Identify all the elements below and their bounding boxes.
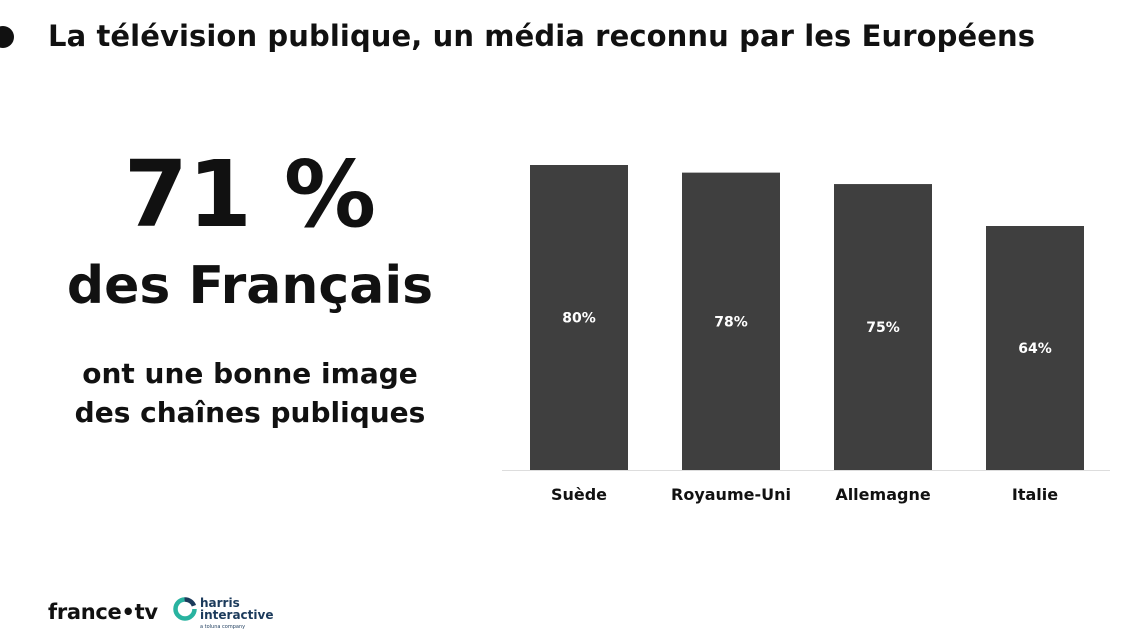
category-label-0: Suède	[551, 485, 607, 504]
france-tv-logo: france•tv	[48, 600, 158, 624]
key-figure-caption-line2: des chaînes publiques	[74, 396, 426, 429]
bars-layer	[530, 165, 1084, 470]
key-figure-panel: 71 % des Français ont une bonne image de…	[40, 140, 460, 432]
bar-1	[682, 172, 780, 470]
bar-value-label-1: 78%	[714, 314, 748, 330]
bar-0	[530, 165, 628, 470]
harris-ring-icon	[173, 597, 197, 621]
bar-3	[986, 226, 1084, 470]
harris-logo-line1: harris	[200, 596, 240, 610]
category-label-2: Allemagne	[835, 485, 931, 504]
bar-value-label-2: 75%	[866, 320, 900, 336]
key-figure-percent: 71 %	[123, 141, 377, 248]
slide-title: La télévision publique, un média reconnu…	[48, 19, 1036, 53]
bar-value-label-3: 64%	[1018, 341, 1052, 357]
harris-interactive-logo: harris interactive	[200, 597, 273, 621]
key-figure-caption-line1: ont une bonne image	[82, 357, 418, 390]
bar-2	[834, 184, 932, 470]
labels-layer: 80% Suède 78% Royaume-Uni 75% Allemagne 64% Ita…	[551, 311, 1058, 505]
title-bullet	[0, 26, 14, 48]
harris-tagline: a toluna company	[200, 624, 246, 630]
category-label-1: Royaume-Uni	[671, 485, 791, 504]
key-figure-subject: des Français	[66, 256, 434, 316]
key-figure-caption: ont une bonne image des chaînes publique…	[40, 354, 460, 432]
bar-chart: 80% Suède 78% Royaume-Uni 75% Allemagne 64% Ita…	[502, 165, 1110, 505]
category-label-3: Italie	[1012, 485, 1058, 504]
harris-logo-line2: interactive	[200, 608, 274, 622]
bar-value-label-0: 80%	[562, 311, 596, 327]
